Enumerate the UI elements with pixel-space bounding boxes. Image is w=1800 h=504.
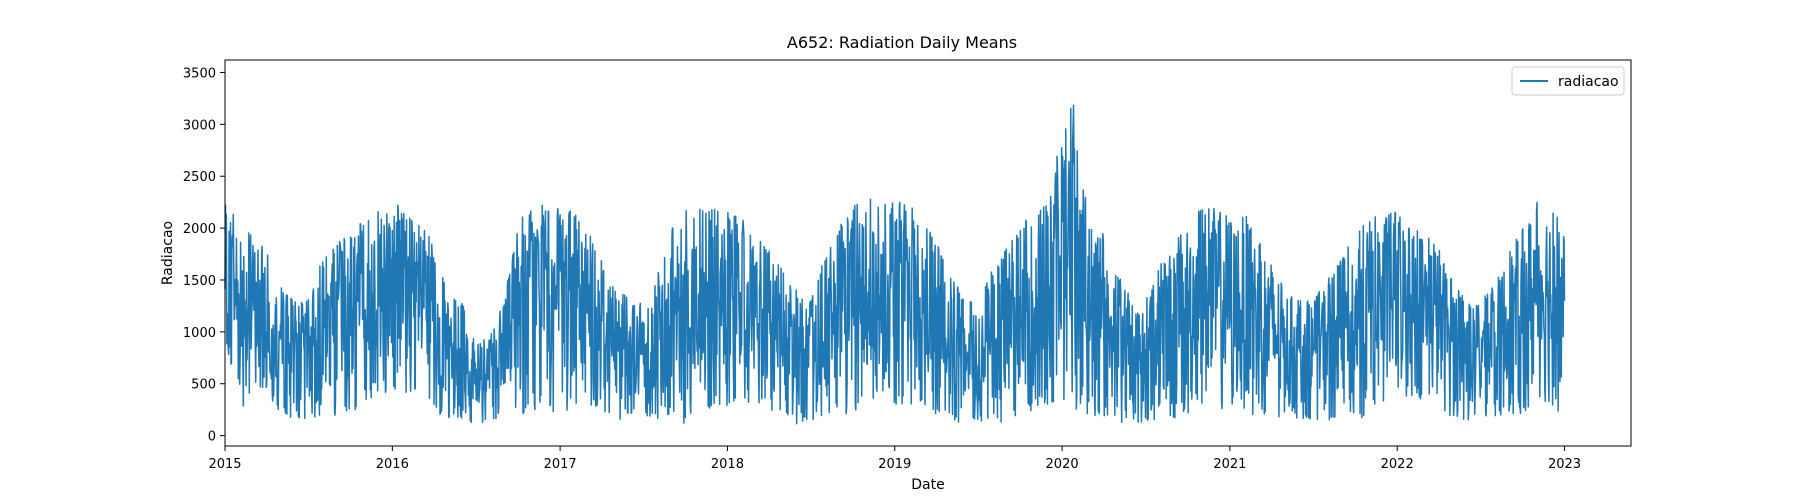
x-tick-label: 2023 <box>1548 457 1581 472</box>
legend-label: radiacao <box>1558 74 1619 90</box>
x-tick-label: 2015 <box>208 457 241 472</box>
y-tick-label: 3500 <box>183 66 216 81</box>
x-tick-label: 2018 <box>711 457 744 472</box>
x-axis-label: Date <box>911 477 944 493</box>
series-layer <box>224 104 1566 425</box>
x-axis-ticks: 2015 2016 2017 2018 2019 2020 2021 2022 2023 <box>208 446 1581 472</box>
legend-box <box>1511 66 1625 96</box>
y-tick-label: 2500 <box>183 170 216 185</box>
y-tick-label: 2000 <box>183 222 216 237</box>
y-tick-label: 500 <box>191 378 216 393</box>
y-axis-label: Radiacao <box>160 221 176 285</box>
y-axis-ticks: 0 500 1000 1500 2000 2500 3000 3500 <box>183 66 225 445</box>
chart-title: A652: Radiation Daily Means <box>787 33 1017 52</box>
x-tick-label: 2022 <box>1381 457 1414 472</box>
y-tick-label: 0 <box>208 430 216 445</box>
x-tick-label: 2016 <box>376 457 409 472</box>
plot-area-frame <box>224 59 1632 447</box>
y-tick-label: 3000 <box>183 118 216 133</box>
x-tick-label: 2020 <box>1046 457 1079 472</box>
x-tick-label: 2019 <box>878 457 911 472</box>
x-tick-label: 2021 <box>1213 457 1246 472</box>
y-tick-label: 1500 <box>183 274 216 289</box>
legend: radiacao <box>1511 66 1625 96</box>
x-tick-label: 2017 <box>544 457 577 472</box>
series-line-radiacao <box>224 104 1566 425</box>
y-tick-label: 1000 <box>183 326 216 341</box>
